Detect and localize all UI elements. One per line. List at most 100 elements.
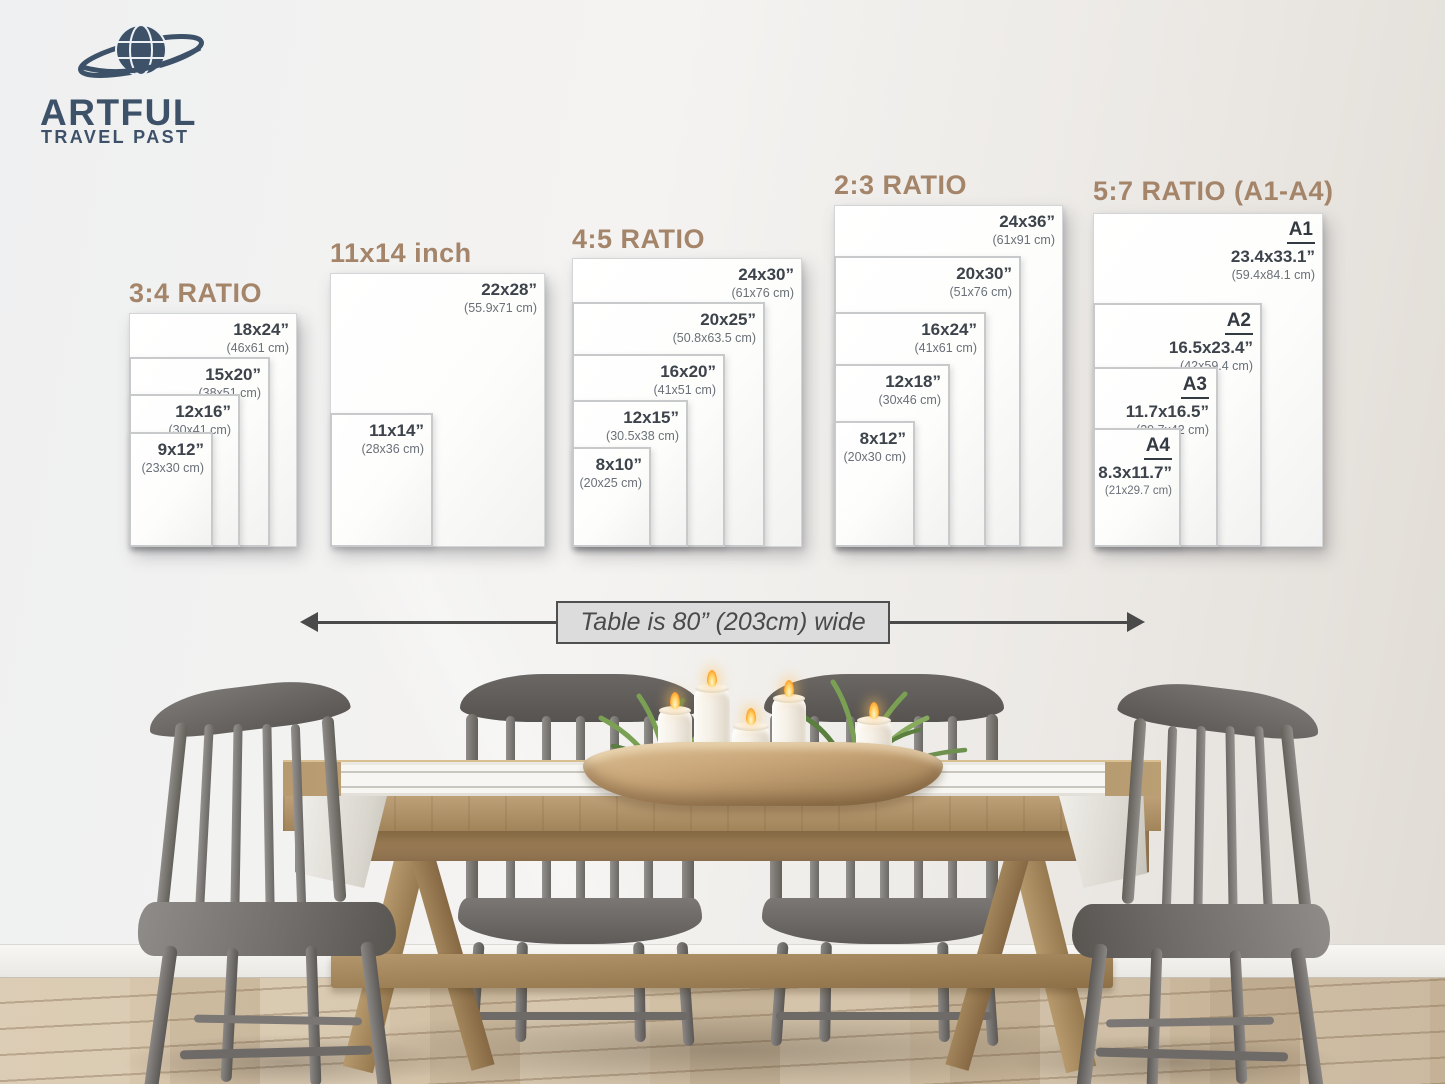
wood-floor: [0, 978, 1445, 1084]
size-cm: (61x76 cm): [731, 286, 794, 301]
chair-stretcher: [1105, 1016, 1275, 1028]
size-inches: 20x25”: [700, 310, 756, 329]
poster-size-rect: 8x10” (20x25 cm): [572, 447, 651, 547]
dining-chair-front-right: [1046, 675, 1332, 1084]
globe-orbit-icon: [78, 24, 204, 79]
chair-spindle: [262, 723, 275, 909]
logo-title: ARTFUL: [40, 92, 197, 133]
table-floor-shadow: [300, 1008, 1150, 1084]
table-stretcher-beam: [331, 954, 1113, 988]
size-cm: (55.9x71 cm): [464, 301, 537, 316]
size-inches: 20x30”: [956, 264, 1012, 283]
chair-back-post: [156, 721, 188, 913]
size-inches: 8.3x11.7”: [1098, 462, 1172, 482]
arrowhead-left-icon: [300, 612, 318, 632]
size-group-11x14: 11x14 inch 22x28” (55.9x71 cm) 11x14” (2…: [330, 240, 545, 547]
chair-stretcher: [472, 1012, 688, 1020]
candle-flame: [869, 702, 879, 719]
size-inches: 12x18”: [885, 372, 941, 391]
group-title: 3:4 RATIO: [129, 278, 263, 308]
table-width-banner: Table is 80” (203cm) wide: [556, 601, 890, 644]
left-chair-shadow: [120, 1034, 450, 1084]
size-cm: (59.4x84.1 cm): [1231, 267, 1315, 282]
poster-size-rect: 9x12” (23x30 cm): [129, 432, 213, 547]
chair-leg: [360, 941, 394, 1084]
size-inches: 16x20”: [660, 362, 716, 381]
chair-seat: [762, 898, 1006, 944]
size-inches: 9x12”: [157, 440, 204, 459]
chair-leg: [1290, 947, 1326, 1084]
table-apron: [299, 831, 1145, 861]
chair-seat: [138, 902, 396, 956]
table-width-text: Table is 80” (203cm) wide: [580, 608, 866, 636]
chair-back-post: [1280, 723, 1312, 915]
chair-back-post: [1121, 717, 1147, 905]
size-inches: 12x16”: [175, 402, 231, 421]
chair-spindle: [195, 723, 214, 909]
paper-grade: A4: [1143, 435, 1172, 460]
paper-grade: A3: [1180, 374, 1209, 399]
chair-stretcher: [193, 1014, 363, 1026]
dimension-arrow-line-right: [890, 621, 1128, 624]
size-inches: 24x30”: [738, 265, 794, 284]
size-inches: 8x10”: [595, 455, 642, 474]
size-cm: (20x30 cm): [843, 450, 906, 465]
size-cm: (50.8x63.5 cm): [672, 331, 756, 346]
chair-spindle: [1193, 725, 1206, 911]
size-inches: 16x24”: [921, 320, 977, 339]
chair-back-post: [321, 715, 347, 903]
size-cm: (28x36 cm): [361, 442, 424, 457]
chair-stretcher: [776, 1012, 992, 1020]
size-cm: (21x29.7 cm): [1104, 484, 1172, 497]
chair-leg: [1146, 947, 1163, 1084]
chair-stretcher: [179, 1045, 373, 1060]
size-cm: (51x76 cm): [949, 285, 1012, 300]
brand-logo: ARTFUL TRAVEL PAST: [40, 12, 270, 147]
size-inches: 11x14”: [369, 421, 424, 440]
poster-size-rect: A4 8.3x11.7” (21x29.7 cm): [1093, 428, 1181, 547]
size-cm: (61x91 cm): [992, 233, 1055, 248]
dimension-arrow-line-left: [316, 621, 556, 624]
arrowhead-right-icon: [1127, 612, 1145, 632]
chair-spindle: [1254, 725, 1273, 911]
size-cm: (30x46 cm): [878, 393, 941, 408]
candle-flame: [707, 670, 717, 687]
chair-leg: [142, 945, 178, 1084]
candle-flame: [670, 692, 680, 709]
size-cm: (20x25 cm): [579, 476, 642, 491]
size-inches: 18x24”: [233, 320, 289, 339]
size-inches: 16.5x23.4”: [1168, 337, 1253, 357]
size-inches: 11.7x16.5”: [1125, 401, 1209, 421]
paper-grade: A2: [1224, 310, 1253, 335]
size-cm: (46x61 cm): [226, 341, 289, 356]
size-inches: 22x28”: [481, 280, 537, 299]
chair-stretcher: [1095, 1047, 1289, 1062]
size-group-2-3: 2:3 RATIO 24x36” (61x91 cm) 20x30” (51x7…: [834, 172, 1063, 547]
chair-leg: [305, 945, 322, 1084]
size-inches: 23.4x33.1”: [1230, 246, 1315, 266]
group-title: 11x14 inch: [330, 238, 472, 268]
wooden-dough-bowl: [583, 742, 943, 806]
group-title: 4:5 RATIO: [572, 224, 706, 254]
table-centerpiece: [555, 638, 995, 814]
size-cm: (41x51 cm): [653, 383, 716, 398]
chair-spindle: [1225, 725, 1238, 911]
group-title: 2:3 RATIO: [834, 170, 968, 200]
logo-subtitle: TRAVEL PAST: [41, 127, 190, 147]
poster-size-rect: 8x12” (20x30 cm): [834, 421, 915, 547]
chair-spindle: [290, 723, 307, 909]
candle-flame: [746, 708, 756, 725]
chair-spindle: [230, 723, 243, 909]
size-cm: (41x61 cm): [914, 341, 977, 356]
paper-grade: A1: [1286, 219, 1315, 244]
candle-flame: [784, 680, 794, 697]
chair-leg: [1074, 943, 1108, 1084]
dining-chair-front-left: [136, 673, 408, 1084]
size-cm: (23x30 cm): [141, 461, 204, 476]
size-inches: 24x36”: [999, 212, 1055, 231]
poster-size-rect: 11x14” (28x36 cm): [330, 413, 433, 547]
size-cm: (30.5x38 cm): [606, 429, 679, 444]
size-group-3-4: 3:4 RATIO 18x24” (46x61 cm) 15x20” (38x5…: [129, 280, 297, 547]
size-inches: 15x20”: [205, 365, 261, 384]
size-group-4-5: 4:5 RATIO 24x30” (61x76 cm) 20x25” (50.8…: [572, 226, 802, 547]
